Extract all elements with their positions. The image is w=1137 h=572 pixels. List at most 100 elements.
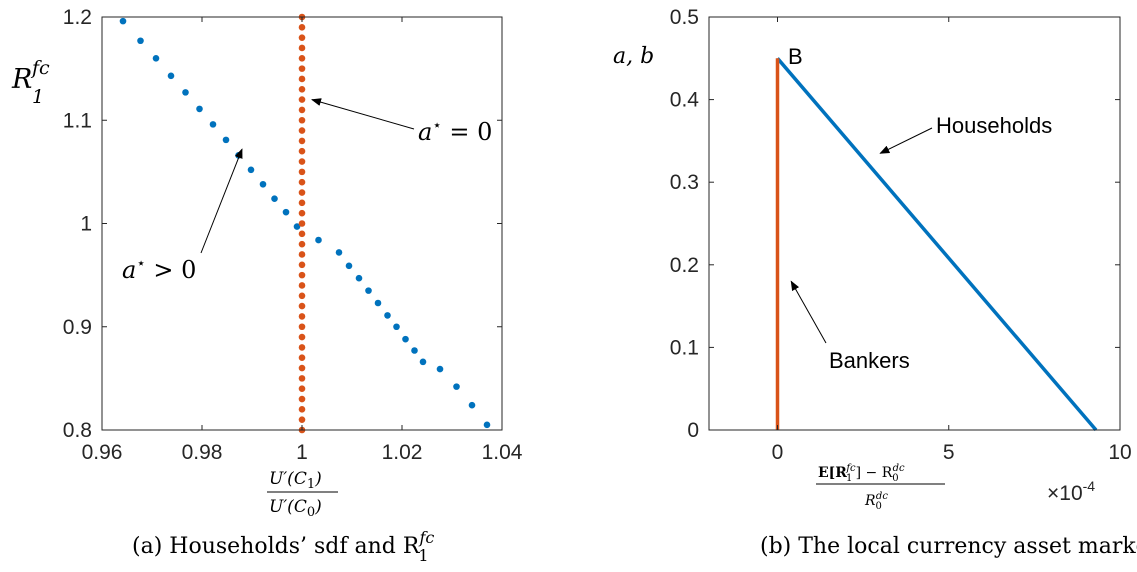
chart-a-annotation-a-star-gt-zero: a⋆ > 0 (122, 148, 243, 284)
chart-a-xtick-label: 0.98 (182, 441, 223, 464)
chart-a-ylabel-sub: 1 (32, 86, 44, 108)
chart-b-ytick-label: 0.4 (670, 89, 700, 112)
chart-a-point (247, 166, 255, 174)
svg-text:U′(C0): U′(C0) (269, 497, 322, 520)
chart-a-point (298, 220, 306, 227)
chart-a-point (298, 313, 306, 320)
chart-a-point (298, 385, 306, 393)
chart-a-ytick-label: 1.2 (63, 6, 92, 29)
chart-a-point (209, 121, 217, 128)
chart-a-ytick-label: 1 (80, 213, 92, 236)
chart-a-point (298, 85, 306, 93)
chart-a-point (298, 116, 306, 124)
chart-a-point (298, 406, 306, 413)
chart-b-ytick-label: 0 (687, 419, 699, 442)
chart-a-point (298, 292, 306, 300)
chart-b: 0 5 10 0 0.1 0.2 0.3 0.4 0.5 a, b E[R1fc] − R0d… (613, 6, 1137, 559)
svg-text:a⋆ = 0: a⋆ = 0 (418, 116, 492, 146)
chart-a-point (298, 96, 306, 103)
chart-a-point (282, 208, 290, 216)
chart-b-xtick-label: 10 (1108, 441, 1131, 464)
chart-a-point (298, 282, 306, 289)
chart-b-x-ticks: 0 5 10 (772, 17, 1132, 464)
chart-a-x-ticks: 0.96 0.98 1 1.02 1.04 (82, 17, 523, 464)
chart-a-point (298, 75, 306, 83)
chart-a-xtick-label: 1.02 (382, 441, 423, 464)
chart-b-series-households (776, 57, 1098, 432)
chart-a-point (298, 127, 306, 134)
chart-a-ytick-label: 1.1 (63, 109, 92, 132)
chart-a-xtick-label: 0.96 (82, 441, 123, 464)
chart-a-point (298, 323, 306, 331)
chart-a: 0.96 0.98 1 1.02 1.04 0.8 0.9 1 1.1 1.2 R fc 1 U… (11, 6, 523, 565)
chart-a-point (298, 333, 306, 341)
chart-b-xtick-label: 5 (943, 441, 955, 464)
chart-a-point (402, 335, 409, 343)
chart-a-point (152, 55, 160, 62)
chart-a-point (298, 354, 306, 362)
chart-b-ytick-label: 0.1 (670, 336, 699, 359)
chart-a-point (483, 421, 491, 429)
chart-a-point (137, 37, 144, 45)
chart-a-point (298, 416, 306, 423)
chart-b-ytick-label: 0.3 (670, 171, 699, 194)
chart-b-annotation-bankers: Bankers (790, 280, 910, 373)
svg-text:R0dc: R0dc (864, 491, 888, 512)
svg-text:Bankers: Bankers (829, 348, 910, 373)
chart-a-y-ticks: 0.8 0.9 1 1.1 1.2 (63, 6, 502, 442)
chart-a-ylabel: R (11, 64, 32, 95)
chart-a-point (393, 323, 400, 331)
chart-a-point (222, 136, 230, 144)
chart-a-point (298, 189, 306, 196)
chart-a-point (167, 72, 175, 80)
chart-a-series-bankers (298, 13, 306, 434)
chart-a-point (298, 271, 306, 279)
chart-a-point (453, 383, 460, 390)
chart-a-point (411, 347, 418, 354)
chart-a-point (298, 302, 306, 310)
chart-a-point (298, 44, 306, 52)
chart-b-y-ticks: 0 0.1 0.2 0.3 0.4 0.5 (670, 6, 1120, 442)
chart-a-point (298, 34, 306, 41)
chart-a-point (298, 147, 306, 155)
chart-a-point (345, 262, 353, 270)
chart-a-point (298, 65, 306, 72)
svg-text:U′(C1): U′(C1) (269, 469, 322, 492)
chart-a-point (298, 261, 306, 269)
chart-a-point (298, 178, 306, 186)
svg-text:E[R1fc] − R0dc: E[R1fc] − R0dc (818, 463, 905, 484)
chart-b-axes-box (708, 16, 1121, 431)
chart-a-point (271, 195, 278, 203)
chart-b-series (775, 57, 1098, 432)
chart-a-point (298, 240, 306, 248)
chart-a-point (335, 249, 343, 256)
chart-a-point (315, 236, 322, 244)
chart-a-point (298, 375, 306, 382)
chart-a-annotation-a-star-eq-zero: a⋆ = 0 (311, 98, 492, 146)
chart-a-ytick-label: 0.8 (63, 419, 92, 442)
chart-a-point (298, 364, 306, 372)
chart-a-point (298, 344, 306, 351)
chart-a-point (374, 299, 382, 307)
chart-a-point (298, 158, 306, 165)
chart-b-x-exponent: ×10-4 (1047, 478, 1095, 505)
chart-b-annotation-b: B (788, 44, 803, 69)
chart-a-point (298, 230, 306, 238)
chart-a-point (298, 55, 306, 62)
chart-a-point (119, 17, 127, 25)
chart-a-point (298, 395, 306, 403)
chart-b-caption: (b) The local currency asset market (760, 534, 1137, 559)
chart-a-point (298, 168, 306, 176)
chart-a-caption: (a) Households’ sdf and Rfc 1 (132, 528, 434, 565)
svg-text:a⋆ > 0: a⋆ > 0 (122, 254, 196, 284)
chart-a-point (365, 287, 372, 294)
chart-b-ytick-label: 0.2 (670, 254, 699, 277)
chart-b-xtick-label: 0 (772, 441, 784, 464)
chart-a-point (298, 106, 306, 114)
chart-a-point (436, 365, 444, 373)
chart-a-point (298, 199, 306, 207)
chart-a-point (298, 209, 306, 217)
chart-a-point (298, 251, 306, 258)
chart-b-ytick-label: 0.5 (670, 6, 699, 29)
